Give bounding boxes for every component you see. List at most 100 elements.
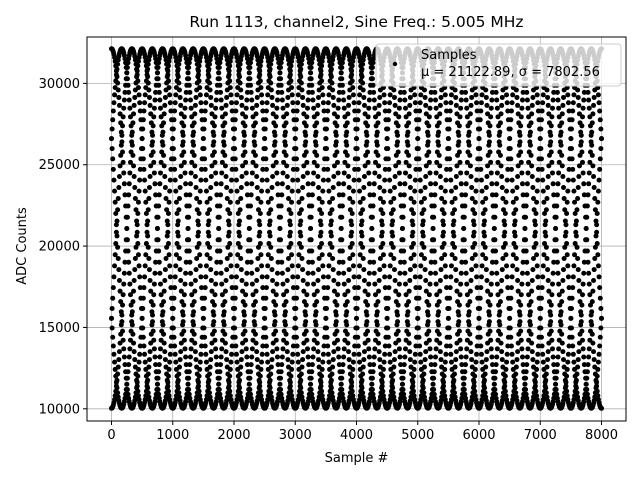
data-point [117,288,123,294]
data-point [482,244,488,250]
data-point [509,351,515,357]
data-point [544,364,550,370]
data-point [425,142,431,148]
data-point [492,214,498,220]
data-point [586,105,592,111]
data-point [492,375,498,381]
data-point [527,309,533,315]
data-point [589,309,595,315]
data-point [257,379,263,385]
data-point [370,369,376,375]
data-point [561,394,567,400]
data-point [510,397,516,403]
data-point [331,288,337,294]
data-point [450,222,456,228]
data-point [305,281,310,287]
data-point [377,94,383,100]
data-point [388,241,394,247]
data-point [263,166,269,172]
data-point [212,292,218,298]
data-point [523,375,529,381]
data-point [206,218,212,224]
data-point [494,97,500,103]
data-point [203,100,209,106]
data-point [412,351,418,357]
data-point [192,277,198,283]
data-point [183,192,189,198]
data-point [176,196,182,202]
data-point [214,56,220,62]
data-point [274,270,280,276]
data-point [398,203,404,209]
data-point [268,390,274,396]
data-point [384,315,390,321]
data-point [500,394,506,400]
data-point [195,218,201,224]
data-point [273,328,279,334]
data-point [185,381,191,387]
data-point [300,357,306,363]
data-point [347,61,353,67]
data-point [456,149,462,155]
data-point [535,351,541,357]
data-point [199,295,205,301]
data-point [561,196,567,202]
data-point [549,159,555,165]
data-point [380,210,386,216]
data-point [388,210,394,216]
data-point [249,105,255,111]
data-point [177,184,183,190]
data-point [505,108,511,114]
data-point [251,328,257,334]
data-point [287,72,293,78]
data-point [485,331,491,337]
data-point [303,132,309,138]
data-point [263,334,269,340]
data-point [344,142,350,148]
data-point [131,102,137,108]
data-point [464,114,470,120]
data-point [178,340,184,346]
data-point [110,295,116,301]
data-point [505,295,511,301]
data-point [317,61,323,67]
data-point [510,199,516,205]
data-point [205,373,211,379]
data-point [472,210,478,216]
data-point [287,379,293,385]
data-point [426,302,432,308]
data-point [256,233,262,239]
data-point [467,163,473,169]
data-point [281,159,287,165]
data-point [349,210,355,216]
data-point [339,375,345,381]
data-point [323,315,329,321]
data-point [480,210,486,216]
data-point [262,325,268,331]
data-point [541,199,547,205]
data-point [162,102,168,108]
data-point [165,210,171,216]
data-point [112,263,118,269]
data-point [339,82,345,88]
data-point [243,292,249,298]
data-point [180,142,186,148]
data-point [411,366,417,372]
data-point [306,192,312,198]
data-point [495,114,501,120]
data-point [480,393,486,399]
data-point [368,391,374,397]
data-point [401,192,407,198]
data-point [142,274,148,280]
data-point [484,102,490,108]
data-point [110,285,116,291]
data-point [390,390,396,396]
data-point [519,281,525,287]
data-point [197,199,203,205]
data-point [202,108,208,114]
data-point [376,277,382,283]
data-point [235,78,241,84]
data-point [538,295,544,301]
data-point [499,102,505,108]
data-point [185,226,191,232]
